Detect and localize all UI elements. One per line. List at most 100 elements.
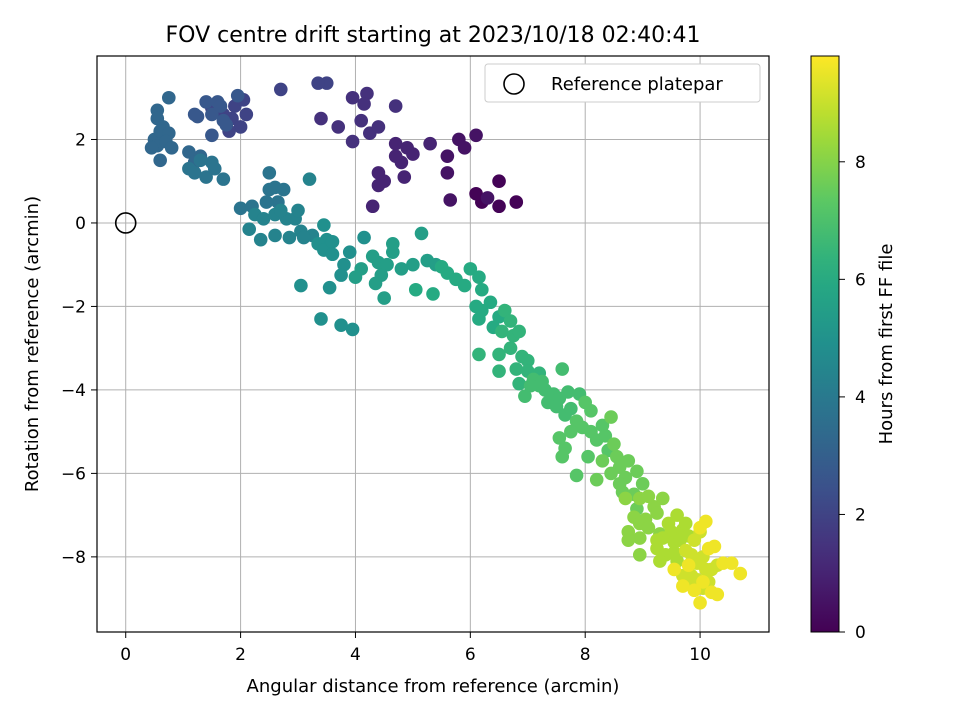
data-point — [291, 203, 305, 218]
data-point — [262, 166, 277, 180]
colorbar-gradient — [810, 55, 840, 633]
data-point — [509, 362, 524, 376]
colorbar-tick-label: 2 — [855, 505, 866, 525]
data-point — [604, 466, 618, 481]
data-point — [253, 232, 268, 247]
reference-platepar-marker — [114, 212, 137, 234]
data-point — [205, 107, 219, 122]
data-point — [354, 113, 369, 128]
data-point — [388, 99, 403, 113]
x-tick-label: 8 — [580, 645, 591, 665]
data-point — [630, 464, 644, 479]
data-point — [345, 134, 360, 149]
data-point — [317, 218, 331, 232]
data-point — [345, 90, 360, 105]
data-point — [653, 554, 667, 568]
data-point — [724, 556, 739, 570]
data-point — [621, 454, 636, 468]
data-point — [598, 429, 613, 443]
data-point — [497, 303, 512, 318]
data-point — [164, 141, 179, 155]
x-tick-label: 0 — [120, 645, 131, 665]
data-point — [699, 514, 713, 529]
data-point — [259, 195, 274, 209]
data-point — [357, 97, 371, 111]
data-point — [302, 172, 317, 186]
data-point — [406, 147, 420, 161]
data-point — [469, 186, 483, 201]
data-point — [440, 166, 455, 180]
data-point — [609, 449, 624, 464]
data-point — [667, 562, 682, 577]
data-point — [380, 257, 394, 272]
data-point — [268, 228, 282, 243]
y-tick-label: −2 — [61, 297, 86, 317]
y-tick-label: −4 — [61, 381, 86, 401]
data-point — [595, 418, 610, 433]
data-point — [607, 437, 621, 451]
data-point — [495, 324, 509, 339]
y-tick-label: 0 — [75, 214, 86, 234]
legend: Reference platepar — [484, 63, 761, 103]
data-point — [414, 226, 429, 241]
data-point — [641, 489, 656, 504]
data-point — [187, 166, 202, 180]
data-point — [569, 468, 584, 483]
data-point — [621, 533, 636, 547]
data-point — [377, 291, 391, 305]
data-point — [276, 182, 291, 197]
data-point — [655, 491, 670, 506]
data-point — [696, 575, 710, 589]
data-point — [342, 245, 357, 259]
colorbar: 0 2 4 6 8 Hours from first FF file — [810, 55, 897, 643]
data-point — [216, 172, 231, 186]
data-point — [371, 178, 386, 193]
y-tick-label: 2 — [75, 130, 86, 150]
data-point — [564, 401, 578, 416]
y-axis-label: Rotation from reference (arcmin) — [22, 196, 43, 492]
data-point — [581, 449, 595, 464]
data-point — [294, 278, 308, 293]
data-point — [595, 454, 610, 468]
data-point — [397, 170, 412, 184]
data-point — [322, 280, 337, 295]
data-point — [523, 378, 538, 393]
x-tick-label: 6 — [465, 645, 476, 665]
data-point — [472, 347, 486, 362]
data-point — [334, 268, 348, 282]
data-point — [273, 82, 288, 97]
data-point — [520, 353, 535, 368]
data-point — [213, 99, 228, 113]
data-point — [512, 376, 526, 391]
colorbar-tick-label: 4 — [855, 388, 866, 408]
y-axis-ticks: −8 −6 −4 −2 0 2 — [61, 130, 97, 568]
data-point — [503, 314, 518, 328]
data-point — [230, 88, 245, 103]
data-point — [650, 533, 664, 547]
colorbar-ticks: 0 2 4 6 8 — [839, 153, 866, 643]
x-tick-label: 2 — [235, 645, 246, 665]
x-tick-label: 4 — [350, 645, 361, 665]
colorbar-tick-label: 8 — [855, 153, 866, 173]
chart-title: FOV centre drift starting at 2023/10/18 … — [166, 23, 701, 48]
data-point — [337, 257, 351, 272]
data-point — [331, 120, 346, 134]
data-point — [325, 234, 340, 249]
data-point — [182, 145, 196, 159]
data-point — [193, 153, 208, 168]
data-point — [503, 341, 518, 355]
data-point — [334, 318, 348, 333]
data-point — [469, 128, 483, 143]
data-point — [555, 449, 570, 464]
data-point — [512, 324, 526, 339]
x-axis-ticks: 0 2 4 6 8 10 — [120, 632, 711, 665]
data-point — [457, 141, 472, 155]
data-point — [589, 472, 604, 487]
data-point — [161, 90, 176, 105]
legend-reference-marker — [503, 73, 525, 95]
data-point — [604, 410, 618, 424]
data-point — [678, 516, 693, 531]
data-point — [440, 149, 455, 163]
data-point — [472, 312, 486, 326]
